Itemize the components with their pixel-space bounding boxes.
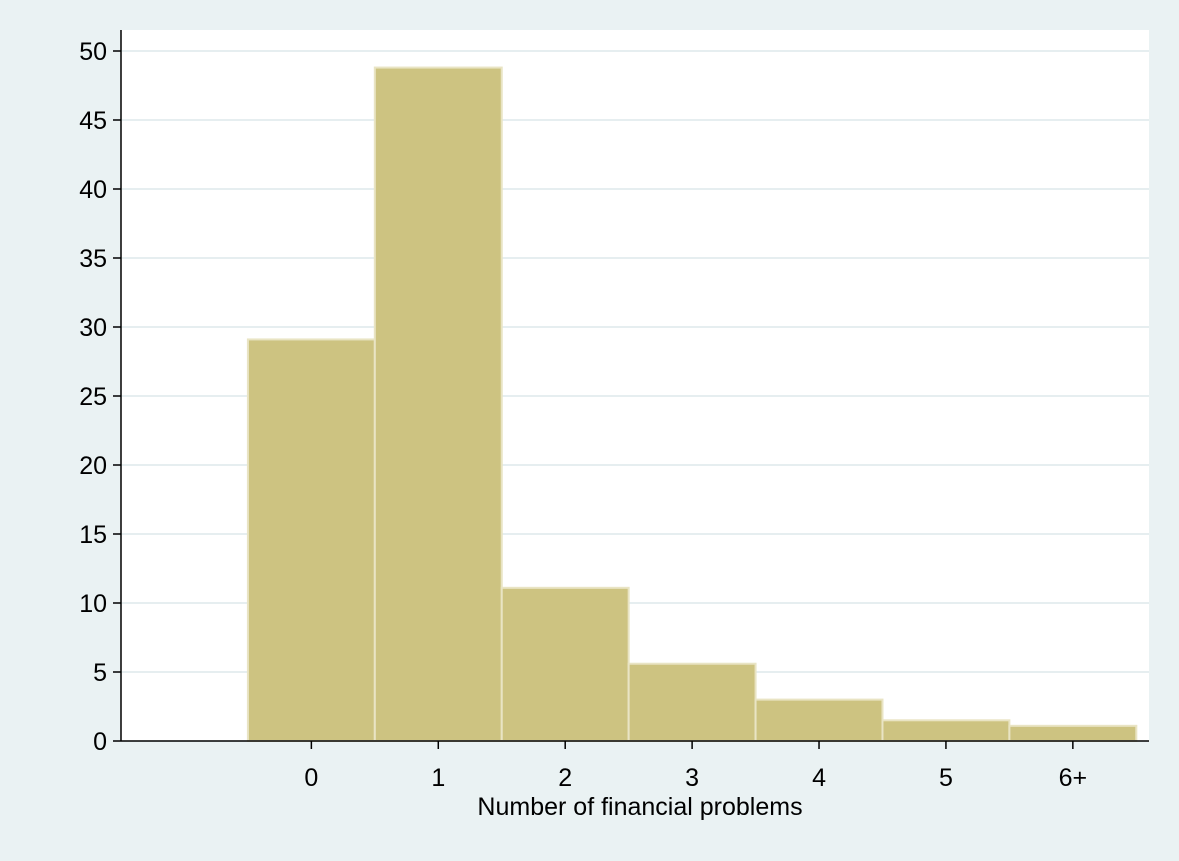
y-tick-label: 50: [79, 38, 107, 66]
x-ticks: 0 1 2 3 4 5 6+: [304, 741, 1087, 792]
x-tick-label: 1: [431, 764, 445, 792]
x-tick-label: 2: [558, 764, 572, 792]
bar-1: [373, 66, 503, 742]
x-tick-label: 6+: [1059, 764, 1088, 792]
y-tick-label: 20: [79, 452, 107, 480]
y-tick-label: 0: [93, 728, 107, 756]
y-ticks: 0 5 10 15 20 25 30 35 40 45 50: [79, 38, 121, 756]
y-tick-label: 35: [79, 245, 107, 273]
x-tick-label: 5: [939, 764, 953, 792]
y-tick-label: 5: [93, 659, 107, 687]
y-tick-label: 30: [79, 314, 107, 342]
y-tick-label: 45: [79, 107, 107, 135]
y-tick-label: 10: [79, 590, 107, 618]
bar-3: [627, 662, 757, 742]
x-tick-label: 4: [812, 764, 826, 792]
bars: [246, 66, 1138, 743]
bar-5: [881, 719, 1011, 742]
axes: [120, 30, 1149, 742]
bar-0: [246, 338, 376, 742]
x-axis-title: Number of financial problems: [477, 793, 802, 821]
y-tick-label: 40: [79, 176, 107, 204]
y-tick-label: 25: [79, 383, 107, 411]
bar-4: [754, 698, 884, 742]
x-tick-label: 0: [304, 764, 318, 792]
y-tick-label: 15: [79, 521, 107, 549]
bar-6+: [1008, 724, 1138, 743]
bar-2: [500, 586, 630, 742]
x-tick-label: 3: [685, 764, 699, 792]
